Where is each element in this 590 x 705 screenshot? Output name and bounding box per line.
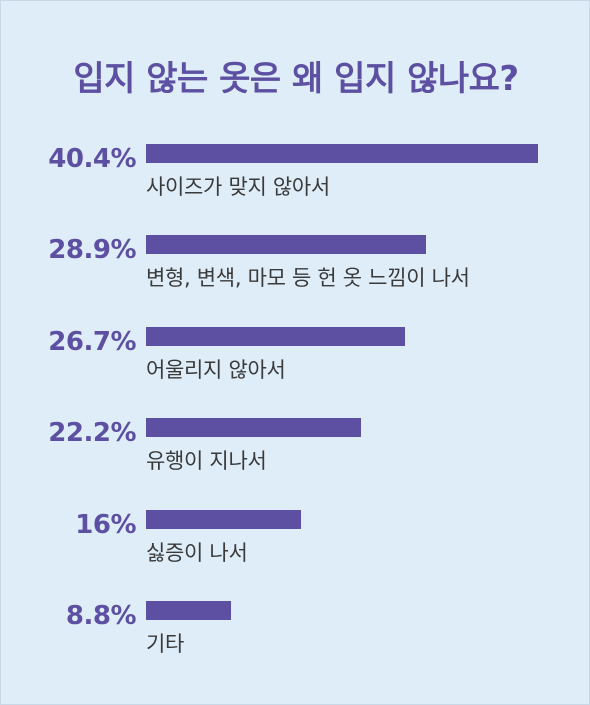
bar (146, 418, 362, 438)
bar-row: 28.9% 변형, 변색, 마모 등 헌 옷 느낌이 나서 (1, 235, 590, 325)
bar (146, 326, 406, 346)
value-label: 8.8% (65, 601, 137, 631)
category-label: 변형, 변색, 마모 등 헌 옷 느낌이 나서 (146, 266, 470, 291)
bar (146, 601, 232, 620)
bar (146, 509, 302, 529)
bar-row: 26.7% 어울리지 않아서 (1, 326, 590, 417)
bar-row: 16% 싫증이 나서 (1, 509, 590, 600)
value-label: 26.7% (48, 326, 136, 357)
value-label: 22.2% (48, 418, 136, 449)
category-label: 기타 (146, 632, 185, 656)
value-label: 28.9% (48, 235, 136, 266)
chart-title: 입지 않는 옷은 왜 입지 않나요? (73, 59, 519, 99)
bar-row: 40.4% 사이즈가 맞지 않아서 (1, 144, 590, 234)
category-label: 싫증이 나서 (146, 540, 248, 565)
bar-row: 8.8% 기타 (1, 601, 590, 691)
category-label: 유행이 지나서 (146, 449, 267, 474)
value-label: 40.4% (48, 144, 136, 174)
bar (146, 144, 538, 163)
category-label: 사이즈가 맞지 않아서 (146, 175, 330, 199)
value-label: 16% (75, 509, 136, 540)
category-label: 어울리지 않아서 (146, 357, 286, 382)
bar (146, 235, 427, 255)
bar-row: 22.2% 유행이 지나서 (1, 418, 590, 508)
